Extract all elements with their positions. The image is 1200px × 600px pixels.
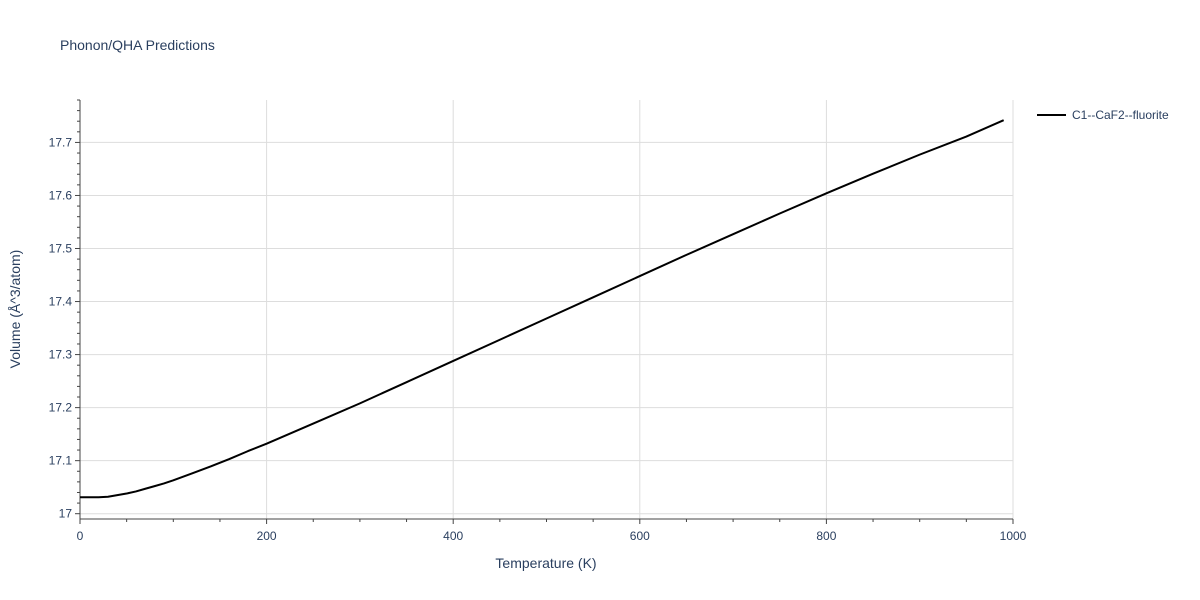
x-tick-label: 400 [443, 529, 463, 543]
x-tick-label: 200 [257, 529, 277, 543]
y-tick-label: 17.6 [49, 188, 73, 202]
axes [75, 99, 1014, 524]
y-axis-title: Volume (Å^3/atom) [7, 250, 23, 369]
y-tick-label: 17.3 [49, 348, 73, 362]
x-tick-label: 600 [630, 529, 650, 543]
y-tick-label: 17.7 [49, 135, 73, 149]
x-tick-label: 1000 [1000, 529, 1027, 543]
y-tick-label: 17.2 [49, 401, 73, 415]
x-tick-label: 800 [816, 529, 836, 543]
series-line [80, 119, 1005, 499]
tick-labels: 0 200 400 600 800 1000 17 17.1 17.2 17.3 17.4 17.5 1… [49, 135, 1027, 543]
y-tick-label: 17.5 [49, 242, 73, 256]
chart-title: Phonon/QHA Predictions [60, 37, 215, 53]
legend-label[interactable]: C1--CaF2--fluorite [1072, 108, 1169, 122]
y-tick-label: 17.4 [49, 295, 73, 309]
legend[interactable]: C1--CaF2--fluorite [1037, 108, 1169, 122]
y-tick-label: 17.1 [49, 454, 73, 468]
series-lines [80, 119, 1005, 499]
x-tick-label: 0 [77, 529, 84, 543]
y-tick-label: 17 [59, 507, 73, 521]
x-axis-title: Temperature (K) [495, 555, 596, 571]
gridlines [80, 100, 1014, 519]
